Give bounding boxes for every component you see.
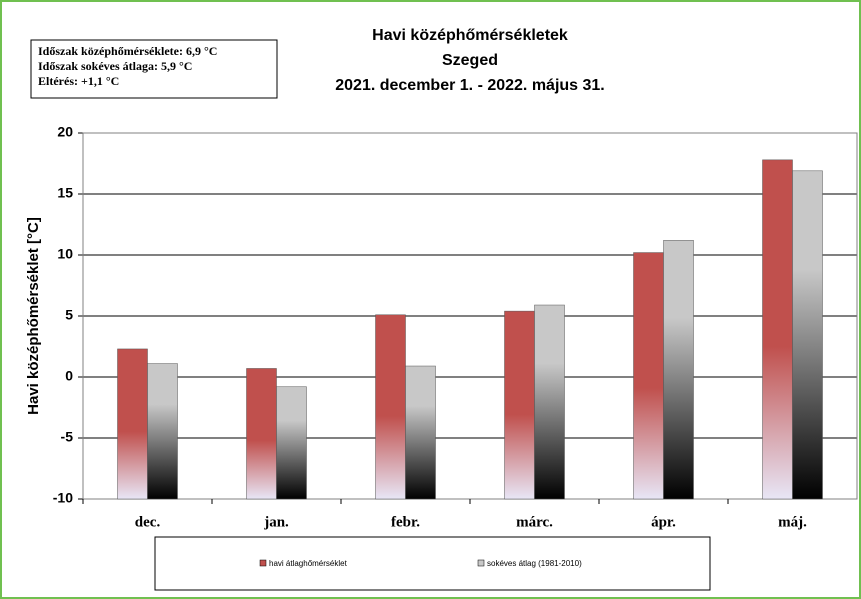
- x-tick-label: ápr.: [651, 514, 676, 530]
- legend-label: havi átlaghőmérséklet: [269, 559, 348, 568]
- y-tick-label: -10: [53, 490, 73, 506]
- y-tick-label: 20: [57, 124, 73, 140]
- y-tick-label: 10: [57, 246, 73, 262]
- info-line: Eltérés: +1,1 °C: [38, 74, 119, 88]
- legend-box: [154, 536, 711, 591]
- info-text: Időszak középhőmérséklete: 6,9 °C Idősza…: [38, 44, 217, 88]
- bar: [663, 240, 694, 500]
- bar: [504, 310, 535, 500]
- y-tick-label: -5: [61, 429, 74, 445]
- y-tick-label: 5: [65, 307, 73, 323]
- info-box: [30, 39, 278, 99]
- bar: [276, 386, 307, 500]
- bar: [792, 170, 823, 500]
- title-line: 2021. december 1. - 2022. május 31.: [335, 77, 605, 94]
- title-line: Szeged: [442, 52, 498, 69]
- legend-swatch: [477, 559, 485, 567]
- bar: [117, 348, 148, 500]
- info-line: Időszak sokéves átlaga: 5,9 °C: [38, 59, 192, 73]
- bar: [762, 159, 793, 500]
- legend-label: sokéves átlag (1981-2010): [487, 559, 582, 568]
- bar: [405, 365, 436, 500]
- x-tick-label: febr.: [391, 514, 420, 530]
- bar: [246, 368, 277, 500]
- y-axis-label: Havi középhőmérséklet [°C]: [25, 217, 42, 415]
- title-line: Havi középhőmérsékletek: [372, 27, 568, 44]
- title: Havi középhőmérsékletek Szeged 2021. dec…: [335, 27, 605, 94]
- bar: [534, 304, 565, 500]
- y-tick-label: 0: [65, 368, 73, 384]
- x-tick-label: máj.: [778, 514, 807, 530]
- bar: [147, 363, 178, 500]
- x-tick-label: dec.: [135, 514, 161, 530]
- legend-swatch: [259, 559, 267, 567]
- bar: [375, 314, 406, 500]
- y-tick-label: 15: [57, 185, 73, 201]
- x-tick-label: jan.: [263, 514, 289, 530]
- info-line: Időszak középhőmérséklete: 6,9 °C: [38, 44, 217, 58]
- x-tick-label: márc.: [516, 514, 553, 530]
- bar: [633, 252, 664, 500]
